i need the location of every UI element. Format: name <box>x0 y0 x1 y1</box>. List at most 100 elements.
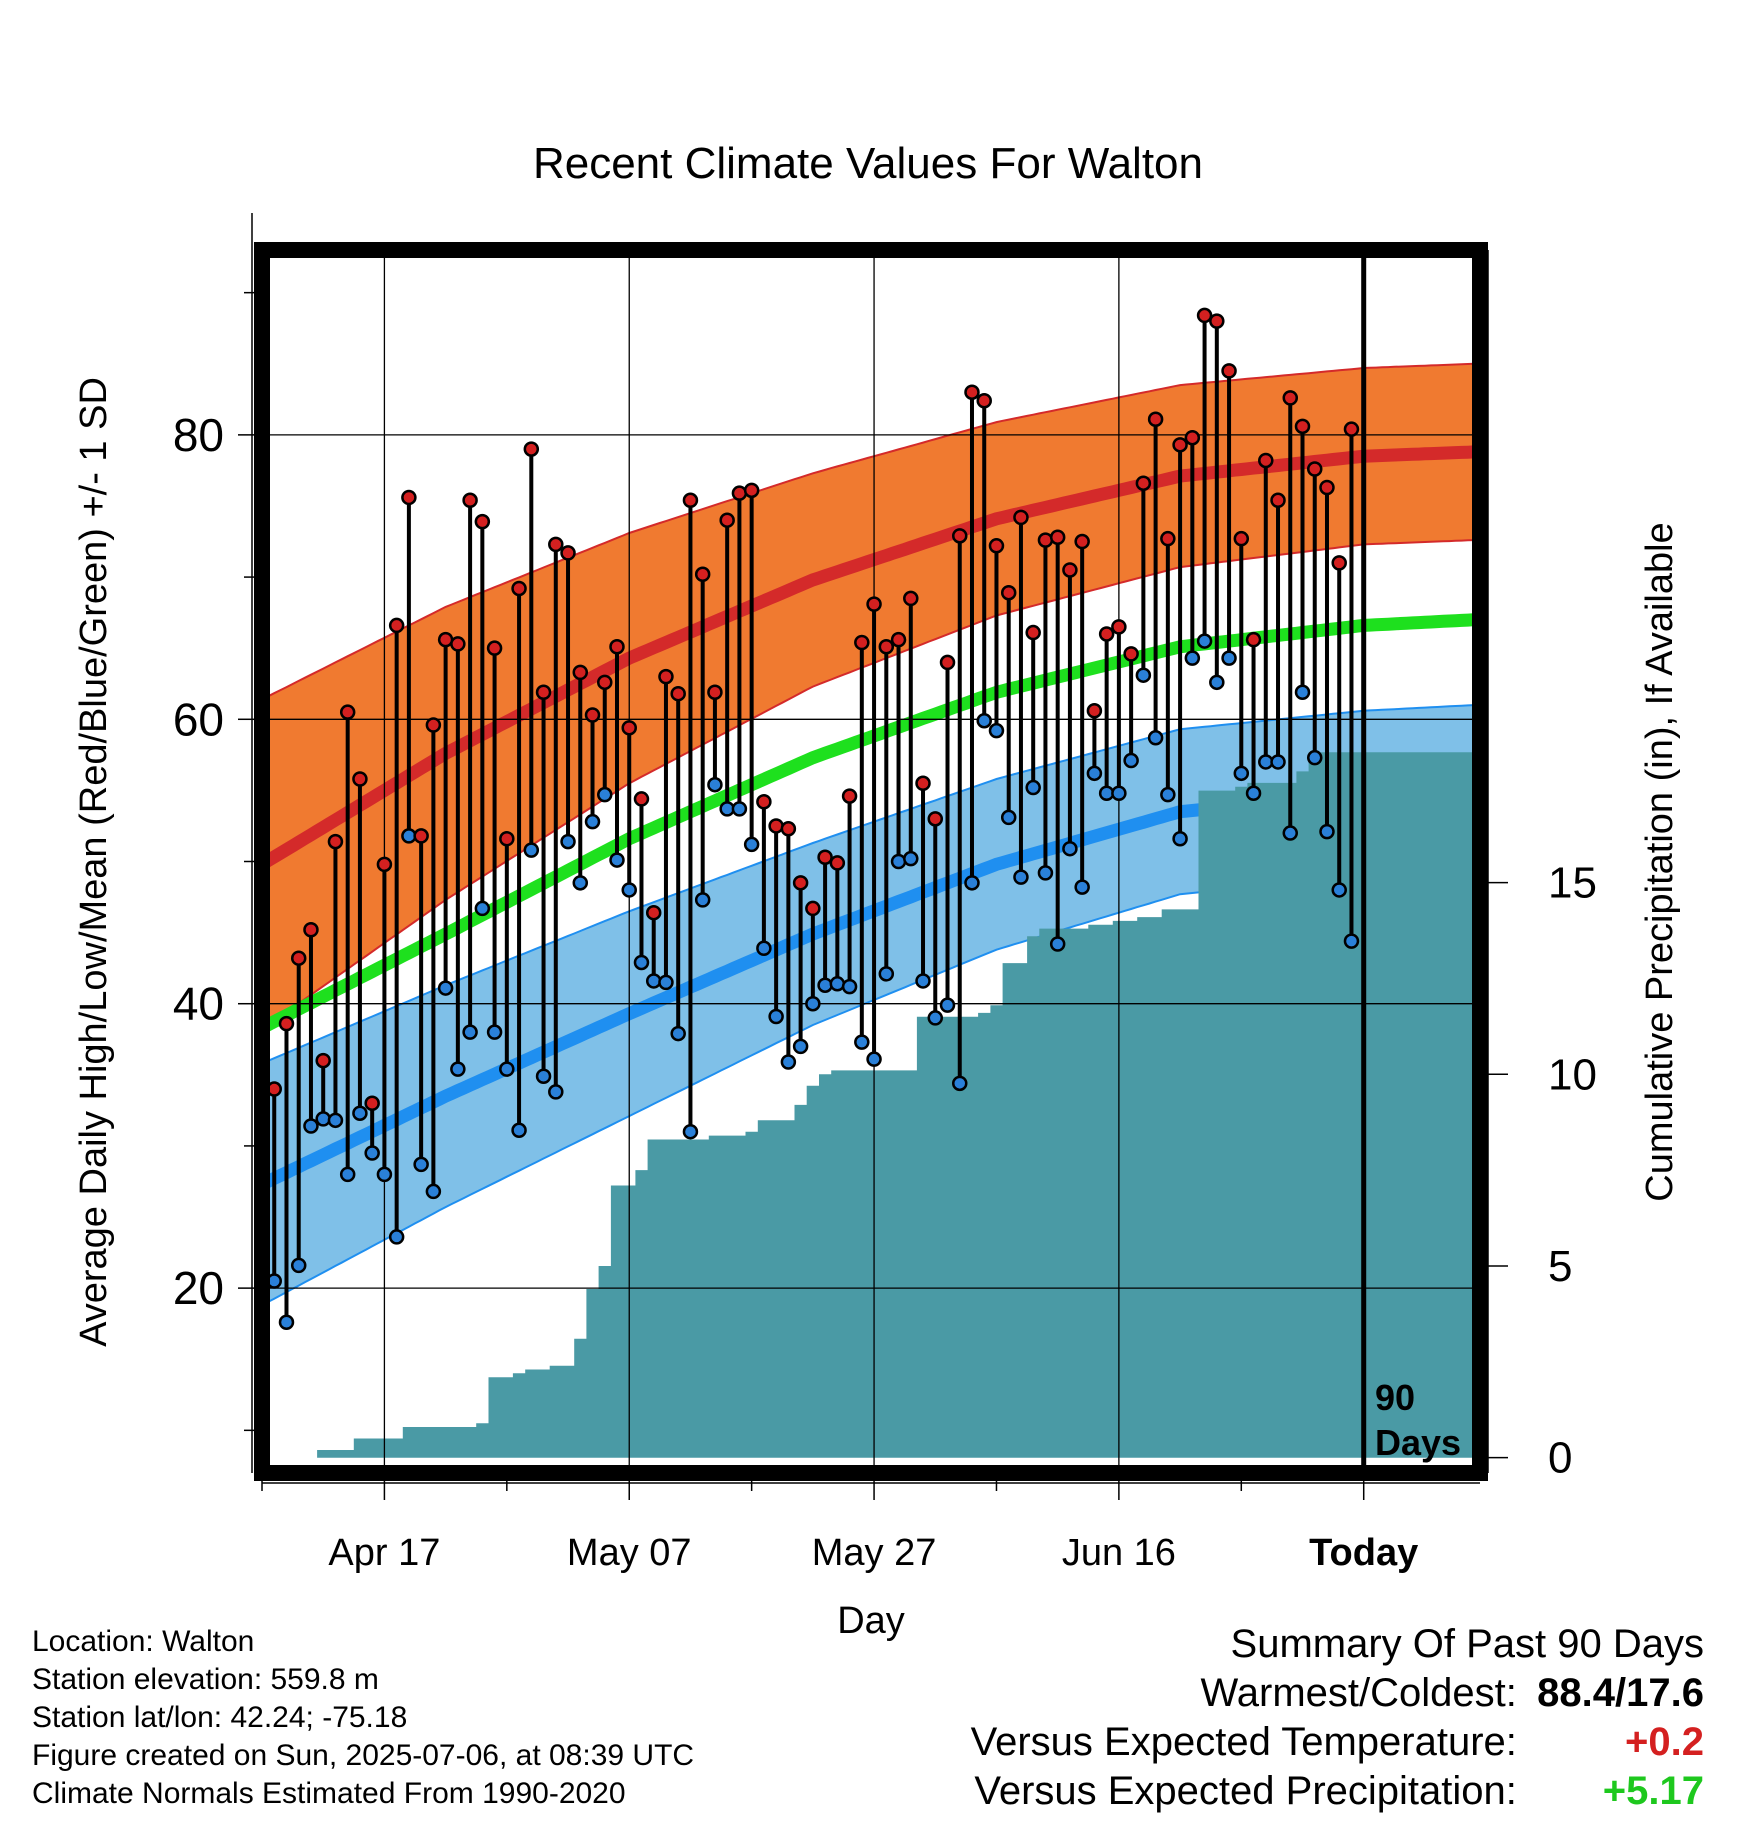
left-y-tick-label: 80 <box>173 409 224 461</box>
high-dot <box>780 821 797 837</box>
high-band-lower-edge <box>262 539 1474 1031</box>
low-dot <box>597 786 613 803</box>
low-dot <box>425 1183 442 1200</box>
low-band-upper-edge <box>262 704 1474 1065</box>
high-dot <box>903 590 919 607</box>
low-dot <box>927 1010 944 1026</box>
low-dot <box>327 1112 344 1129</box>
low-dot <box>1343 933 1360 949</box>
low-dot <box>621 882 637 898</box>
precipitation-area <box>262 752 1480 1458</box>
low-dot <box>1282 825 1299 841</box>
high-dot <box>303 922 319 938</box>
high-dot <box>756 794 772 810</box>
high-dot <box>364 1095 380 1112</box>
low-dot <box>792 1038 809 1055</box>
high-dot <box>1123 646 1139 662</box>
low-dot <box>1196 633 1213 649</box>
high-dot <box>450 636 466 652</box>
station-info: Location: Walton Station elevation: 559.… <box>32 1623 694 1813</box>
low-dot <box>1147 730 1164 746</box>
high-dot <box>401 489 417 506</box>
low-dot <box>1025 779 1041 796</box>
high-dot <box>743 482 760 499</box>
high-dot <box>560 545 576 561</box>
precipitation-area-group <box>262 752 1480 1458</box>
normal-high-line <box>262 445 1475 870</box>
low-dot <box>756 940 772 956</box>
temp-anomaly-row: Versus Expected Temperature: +0.2 <box>971 1718 1704 1767</box>
high-dot <box>388 617 405 634</box>
high-dot <box>1221 363 1237 379</box>
right-y-tick-label: 0 <box>1548 1434 1572 1483</box>
low-dot <box>1160 786 1176 803</box>
high-dot <box>1196 307 1213 324</box>
high-dot <box>413 828 429 844</box>
high-dot <box>352 771 368 787</box>
low-dot <box>290 1257 307 1274</box>
high-dot <box>1147 411 1164 427</box>
high-dot <box>376 856 393 873</box>
x-axis-label: Day <box>837 1600 905 1642</box>
low-dot <box>1013 869 1029 885</box>
high-dot <box>278 1015 295 1032</box>
low-dot <box>805 995 821 1012</box>
low-dot <box>303 1118 319 1134</box>
high-dot <box>1049 529 1066 546</box>
x-tick-label: Apr 17 <box>328 1532 440 1574</box>
normal-mean-line <box>262 613 1475 1034</box>
high-dot <box>976 392 992 409</box>
high-dot <box>1062 562 1078 578</box>
low-dot <box>486 1024 503 1040</box>
high-dot <box>499 830 515 847</box>
high-dot <box>731 485 748 501</box>
low-dot <box>1306 749 1323 766</box>
warm-cold-value: 88.4/17.6 <box>1537 1671 1704 1715</box>
high-dot <box>1037 532 1054 548</box>
high-dot <box>1209 313 1225 329</box>
high-dot <box>474 513 491 530</box>
low-dot <box>694 892 711 908</box>
right-y-tick-label: 15 <box>1548 859 1597 908</box>
high-dot <box>694 566 711 582</box>
plot-frame <box>254 242 1488 1481</box>
low-dot <box>278 1314 295 1331</box>
high-dot <box>658 668 674 685</box>
chart-title: Recent Climate Values For Walton <box>533 139 1203 188</box>
low-dot <box>560 833 576 850</box>
low-dot <box>1086 765 1103 782</box>
high-dot <box>768 818 784 834</box>
high-dot <box>866 596 882 612</box>
low-sd-band <box>262 705 1474 1306</box>
high-dot <box>964 384 980 400</box>
right-y-tick-label: 10 <box>1548 1050 1597 1099</box>
precip-anomaly-label: Versus Expected Precipitation: <box>974 1769 1517 1813</box>
high-dot <box>1172 437 1188 453</box>
normals-text: Climate Normals Estimated From 1990-2020 <box>32 1777 626 1810</box>
high-dot <box>645 904 662 921</box>
left-y-tick-labels: 20 40 60 80 <box>173 409 224 1314</box>
low-dot <box>1172 830 1188 847</box>
high-dot <box>1294 418 1311 435</box>
daily-dots <box>254 307 1360 1331</box>
low-dot <box>572 875 589 891</box>
low-dot <box>768 1008 784 1025</box>
summary-heading: Summary Of Past 90 Days <box>1230 1622 1704 1666</box>
high-dot <box>1331 555 1347 571</box>
high-dot <box>707 684 723 701</box>
low-dot <box>829 976 846 992</box>
high-dot <box>1270 492 1286 509</box>
low-dot <box>584 813 601 830</box>
low-dot <box>1135 667 1152 683</box>
low-dot <box>1221 650 1237 666</box>
low-dot <box>364 1145 380 1161</box>
low-dot <box>1062 840 1078 857</box>
high-dot <box>878 639 895 655</box>
right-y-tick-label: 5 <box>1548 1242 1572 1291</box>
high-dot <box>682 492 699 509</box>
low-dot <box>1331 882 1347 898</box>
high-dot <box>462 492 478 509</box>
high-dot <box>339 704 356 720</box>
high-dot <box>1013 509 1029 526</box>
